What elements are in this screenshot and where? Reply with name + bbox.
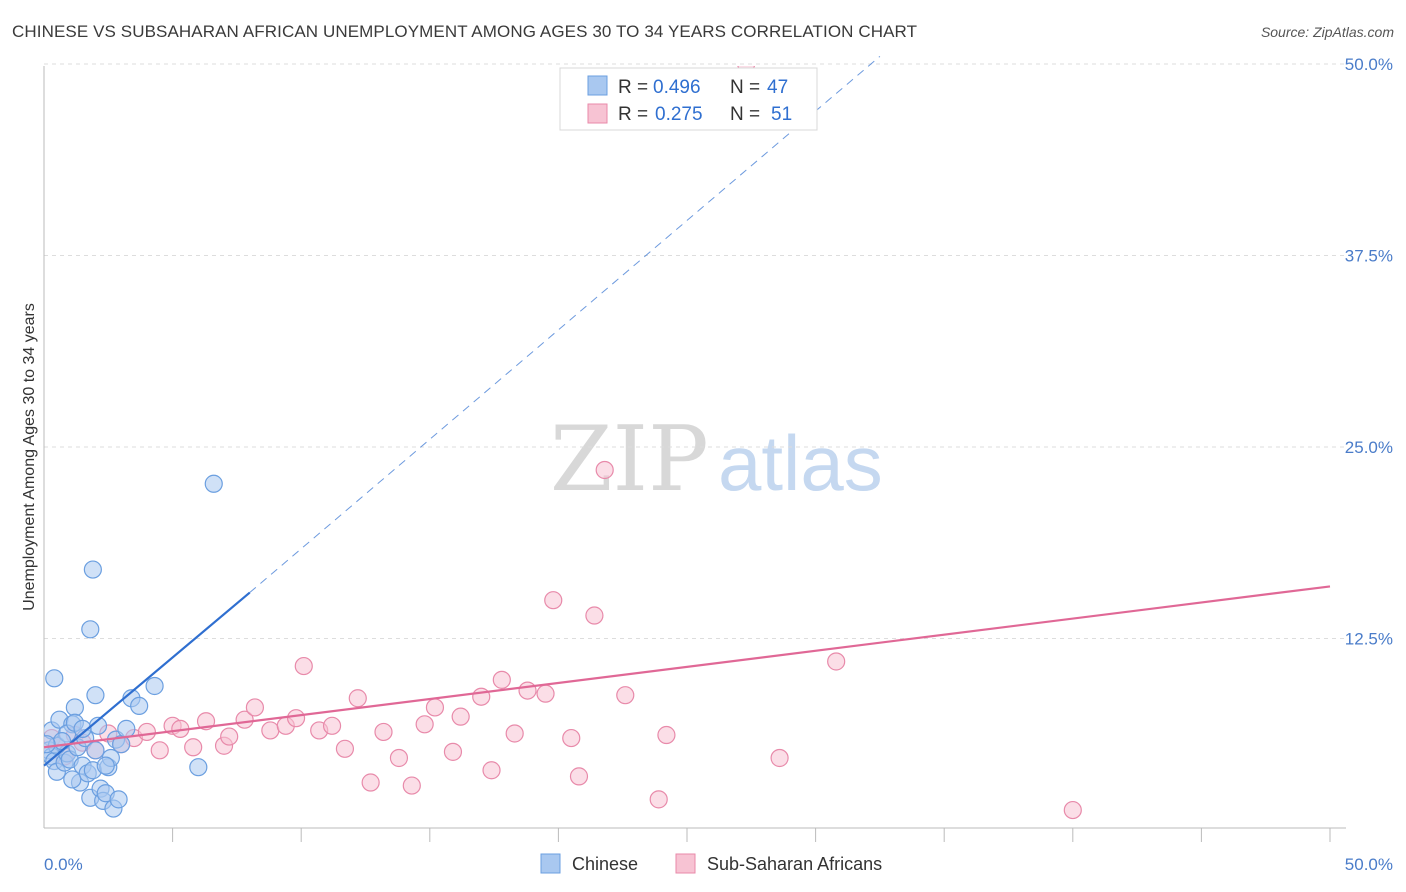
legend-n-label-chinese: N = (730, 77, 760, 98)
chinese-point-46 (44, 735, 56, 754)
chinese-point-19 (86, 741, 105, 760)
chinese-trend-extension (249, 55, 881, 593)
x-ticks (172, 828, 1331, 842)
ssa-point-30 (402, 776, 421, 795)
ssa-point-28 (374, 722, 393, 742)
bottom-legend-swatch-chinese (540, 853, 561, 874)
legend-n-value-ssa: 51 (771, 104, 792, 125)
chinese-point-45 (96, 756, 115, 775)
ssa-point-43 (569, 767, 589, 786)
ssa-point-50 (827, 652, 846, 671)
ssa-point-29 (389, 748, 409, 768)
ssa-point-40 (536, 684, 555, 703)
ssa-point-39 (518, 681, 537, 700)
x-tick-label-0: 0.0% (44, 855, 83, 874)
ssa-point-36 (482, 761, 501, 780)
y-axis-label: Unemployment Among Ages 30 to 34 years (21, 303, 38, 611)
bottom-legend-swatch-ssa (675, 853, 696, 874)
ssa-point-9 (137, 722, 156, 742)
chinese-point-30 (117, 719, 136, 738)
ssa-point-37 (492, 670, 511, 689)
ssa-point-13 (184, 738, 203, 757)
ssa-point-18 (245, 698, 265, 717)
legend-swatch-ssa (587, 103, 608, 124)
chinese-point-28 (109, 790, 128, 809)
ssa-point-21 (286, 709, 306, 728)
chinese-point-42 (52, 732, 72, 751)
ssa-point-33 (443, 742, 463, 761)
y-tick-label-0: 12.5% (1345, 630, 1393, 649)
ssa-point-47 (649, 790, 668, 809)
chinese-point-11 (65, 698, 84, 717)
x-tick-label-1: 50.0% (1345, 855, 1393, 874)
ssa-trend-line (43, 585, 1331, 749)
ssa-point-38 (505, 724, 524, 743)
chinese-point-31 (81, 620, 100, 639)
ssa-point-32 (425, 698, 445, 717)
ssa-point-44 (585, 606, 604, 625)
y-tick-labels: 12.5% 25.0% 37.5% 50.0% (1345, 55, 1393, 649)
ssa-point-10 (150, 741, 169, 760)
ssa-point-48 (657, 725, 676, 745)
gridlines (44, 63, 1346, 639)
chinese-trend-line (43, 591, 251, 767)
chinese-point-34 (45, 669, 64, 688)
legend-r-value-chinese: 0.496 (653, 77, 701, 98)
legend-n-value-chinese: 47 (767, 77, 788, 98)
ssa-point-19 (261, 721, 280, 740)
chinese-point-32 (83, 560, 102, 579)
y-tick-label-3: 50.0% (1345, 55, 1393, 74)
y-tick-label-2: 37.5% (1345, 247, 1393, 266)
chart-title: CHINESE VS SUBSAHARAN AFRICAN UNEMPLOYME… (12, 22, 918, 41)
legend-r-label-chinese: R = (618, 77, 648, 98)
trend-lines (43, 55, 1331, 767)
ssa-point-24 (322, 716, 342, 735)
ssa-point-49 (770, 748, 789, 768)
ssa-point-17 (235, 710, 254, 729)
chinese-point-40 (189, 758, 208, 777)
chinese-point-44 (73, 719, 92, 738)
ssa-point-42 (562, 728, 581, 748)
axes (43, 66, 1346, 829)
bottom-legend-label-ssa: Sub-Saharan Africans (707, 854, 882, 874)
legend-r-label-ssa: R = (618, 104, 648, 125)
legend-n-label-ssa: N = (730, 104, 760, 125)
legend-swatch-chinese (587, 75, 608, 96)
bottom-legend-label-chinese: Chinese (572, 854, 638, 874)
chinese-points (44, 474, 223, 818)
x-tick-labels: 0.0% 50.0% (44, 855, 1393, 874)
stats-legend: R = 0.496 N = 47 R = 0.275 N = 51 (559, 67, 818, 131)
watermark-atlas: atlas (718, 419, 883, 507)
ssa-point-34 (451, 707, 470, 726)
ssa-point-26 (348, 689, 367, 708)
watermark-zip: ZIP (550, 407, 709, 512)
chinese-point-41 (204, 474, 223, 493)
chinese-point-38 (130, 696, 149, 716)
source-credit: Source: ZipAtlas.com (1260, 24, 1394, 40)
ssa-point-51 (1063, 800, 1082, 820)
ssa-point-22 (294, 656, 313, 676)
ssa-point-46 (616, 686, 635, 705)
ssa-point-31 (415, 715, 434, 734)
ssa-point-16 (220, 727, 239, 746)
chinese-point-33 (86, 686, 105, 705)
ssa-point-41 (544, 591, 563, 610)
chinese-point-39 (145, 676, 164, 696)
ssa-point-45 (595, 460, 614, 480)
chinese-point-43 (63, 770, 82, 789)
series-legend: Chinese Sub-Saharan Africans (540, 853, 882, 874)
ssa-point-27 (361, 773, 380, 792)
ssa-point-25 (335, 739, 355, 758)
y-tick-label-1: 25.0% (1345, 438, 1393, 457)
legend-r-value-ssa: 0.275 (655, 104, 703, 125)
